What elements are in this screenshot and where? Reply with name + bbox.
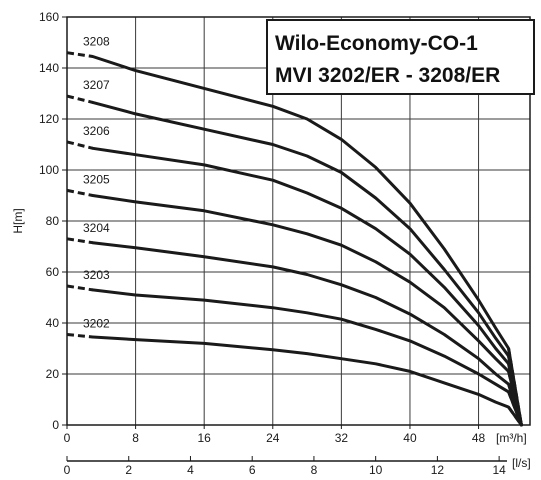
y-tick-label-100: 100 (39, 163, 59, 177)
x2-axis-title: [l/s] (512, 456, 531, 470)
curve-dash-start-3206 (66, 140, 94, 150)
y-tick-label-140: 140 (39, 61, 59, 75)
y-tick-label-40: 40 (46, 316, 60, 330)
curve-3203 (91, 288, 523, 427)
chart-title-line-1: Wilo-Economy-CO-1 (275, 32, 478, 55)
curve-dash-end-3203 (507, 391, 523, 426)
x-axis-title: [m³/h] (496, 431, 527, 445)
x2-tick-label-10: 10 (369, 463, 383, 477)
curve-dash-start-3202 (66, 333, 93, 339)
series-label-3203: 3203 (83, 268, 110, 282)
y-tick-label-160: 160 (39, 10, 59, 24)
x2-tick-label-2: 2 (125, 463, 132, 477)
curve-dash-start-3204 (66, 237, 93, 245)
x2-tick-label-8: 8 (311, 463, 318, 477)
y-axis-title: H[m] (11, 208, 25, 233)
x-tick-label-48: 48 (472, 431, 486, 445)
series-label-3207: 3207 (83, 78, 110, 92)
chart-title-line-2: MVI 3202/ER - 3208/ER (275, 64, 500, 87)
curve-dash-start-3207 (66, 94, 94, 104)
curve-3202 (91, 335, 523, 427)
y-tick-label-80: 80 (46, 214, 60, 228)
curve-3208 (91, 55, 523, 427)
x2-tick-label-14: 14 (492, 463, 506, 477)
curve-dash-start-3205 (66, 188, 93, 197)
curve-dash-start-3208 (66, 51, 93, 58)
x2-tick-label-6: 6 (249, 463, 256, 477)
curve-3207 (91, 100, 523, 427)
series-label-3205: 3205 (83, 172, 110, 186)
x2-tick-label-0: 0 (64, 463, 71, 477)
series-label-3204: 3204 (83, 221, 110, 235)
x2-tick-label-4: 4 (187, 463, 194, 477)
y-tick-label-120: 120 (39, 112, 59, 126)
curve-dash-start-3203 (66, 284, 93, 292)
y-tick-label-0: 0 (52, 418, 59, 432)
pump-curves (66, 51, 523, 427)
curve-3206 (91, 146, 523, 427)
series-label-3202: 3202 (83, 316, 110, 330)
y-tick-label-20: 20 (46, 367, 60, 381)
series-label-3206: 3206 (83, 124, 110, 138)
x2-tick-label-12: 12 (431, 463, 445, 477)
title-box (266, 19, 535, 95)
x-tick-label-0: 0 (64, 431, 71, 445)
series-labels: 3208 3207 3206 3205 3204 3203 3202 (83, 35, 110, 331)
chart-title-box: Wilo-Economy-CO-1 MVI 3202/ER - 3208/ER (266, 19, 535, 95)
series-label-3208: 3208 (83, 35, 110, 49)
x-tick-label-32: 32 (335, 431, 349, 445)
y-tick-label-60: 60 (46, 265, 60, 279)
x-tick-label-24: 24 (266, 431, 280, 445)
curve-dash-end-3202 (507, 406, 523, 426)
x-tick-label-40: 40 (403, 431, 417, 445)
x-tick-label-8: 8 (132, 431, 139, 445)
x-tick-label-16: 16 (198, 431, 212, 445)
curve-3204 (91, 241, 523, 427)
curve-3205 (91, 194, 523, 427)
